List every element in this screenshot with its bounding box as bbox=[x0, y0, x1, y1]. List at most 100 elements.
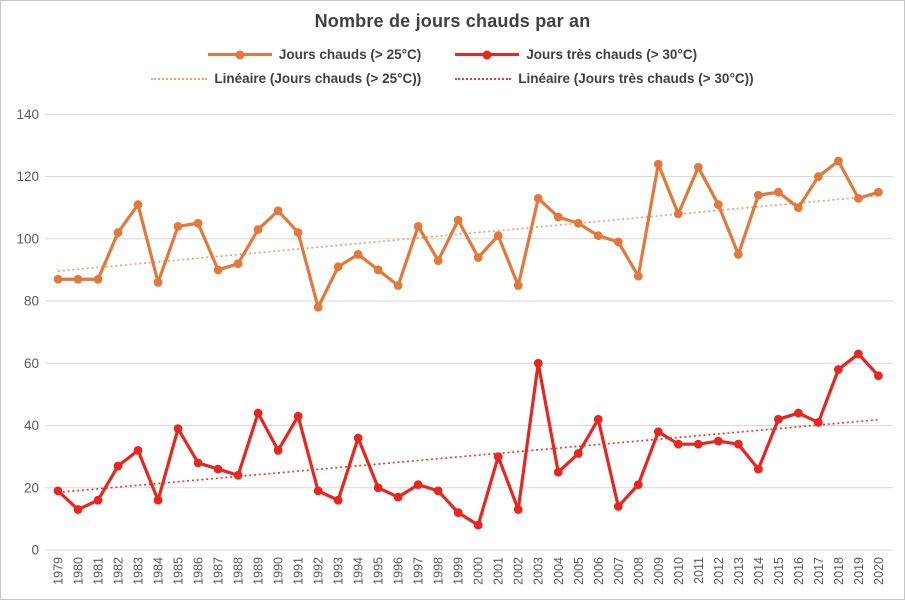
data-point-marker bbox=[153, 495, 163, 505]
data-point-marker bbox=[854, 193, 863, 203]
legend-swatch-red-dotted bbox=[455, 77, 512, 80]
data-point-marker bbox=[333, 262, 343, 272]
x-axis-tick-label: 1990 bbox=[272, 557, 286, 585]
x-axis-tick-label: 2002 bbox=[512, 557, 526, 585]
x-axis-tick-label: 1980 bbox=[72, 557, 86, 585]
x-axis-tick-label: 1993 bbox=[332, 557, 346, 585]
data-point-marker bbox=[493, 452, 503, 462]
data-point-marker bbox=[253, 225, 263, 234]
x-axis-tick-label: 1997 bbox=[412, 557, 426, 585]
data-point-marker bbox=[693, 162, 703, 172]
chart-title: Nombre de jours chauds par an bbox=[314, 11, 591, 31]
data-point-marker bbox=[373, 483, 383, 493]
x-axis-tick-label: 1995 bbox=[372, 557, 386, 585]
data-point-marker bbox=[473, 520, 483, 530]
data-point-marker bbox=[73, 505, 83, 514]
legend-label-jours-chauds: Jours chauds (> 25°C) bbox=[278, 47, 422, 62]
data-point-marker bbox=[433, 486, 443, 496]
x-axis-tick-label: 2003 bbox=[532, 557, 546, 585]
data-point-marker bbox=[593, 231, 603, 241]
data-point-marker bbox=[753, 464, 763, 474]
data-point-marker bbox=[293, 411, 303, 421]
data-point-marker bbox=[733, 249, 743, 259]
legend-swatch-red-line bbox=[455, 50, 520, 59]
data-point-marker bbox=[133, 200, 143, 209]
data-point-marker bbox=[233, 259, 243, 269]
data-point-marker bbox=[713, 200, 723, 209]
data-point-marker bbox=[513, 505, 523, 514]
data-point-marker bbox=[173, 221, 183, 231]
data-point-marker bbox=[833, 365, 843, 374]
x-axis-tick-label: 1984 bbox=[152, 557, 166, 585]
data-point-marker bbox=[753, 190, 763, 200]
data-point-marker bbox=[693, 439, 703, 449]
legend-item-jours-tres-chauds: Jours très chauds (> 30°C) bbox=[455, 47, 697, 62]
data-point-marker bbox=[73, 274, 83, 284]
x-axis-tick-label: 2010 bbox=[672, 557, 686, 585]
data-point-marker bbox=[113, 228, 123, 237]
data-point-marker bbox=[153, 277, 163, 287]
y-axis-tick-label: 20 bbox=[24, 480, 39, 495]
x-axis-tick-label: 1998 bbox=[432, 557, 446, 585]
x-axis-tick-label: 1981 bbox=[92, 557, 106, 585]
data-point-marker bbox=[773, 414, 783, 424]
legend-label-jours-tres-chauds: Jours très chauds (> 30°C) bbox=[526, 47, 698, 62]
x-axis-tick-label: 2011 bbox=[692, 557, 706, 584]
data-point-marker bbox=[193, 218, 203, 228]
data-point-marker bbox=[633, 271, 643, 281]
legend-marker-dot-orange bbox=[235, 50, 245, 59]
data-point-marker bbox=[573, 449, 583, 458]
data-point-marker bbox=[473, 253, 483, 262]
y-axis-tick-label: 80 bbox=[24, 294, 39, 309]
data-point-marker bbox=[273, 446, 283, 455]
data-point-marker bbox=[553, 467, 563, 477]
data-point-marker bbox=[593, 414, 603, 424]
data-point-marker bbox=[653, 427, 663, 437]
x-axis-tick-label: 1987 bbox=[212, 557, 226, 585]
data-point-marker bbox=[493, 231, 503, 241]
data-point-marker bbox=[613, 502, 623, 511]
data-point-marker bbox=[854, 349, 863, 359]
data-point-marker bbox=[633, 480, 643, 490]
data-point-marker bbox=[293, 228, 303, 237]
data-point-marker bbox=[313, 486, 323, 496]
x-axis-tick-label: 2017 bbox=[812, 557, 826, 585]
trendline bbox=[57, 194, 879, 272]
x-axis-tick-label: 1989 bbox=[252, 557, 266, 585]
series-line bbox=[56, 352, 881, 527]
x-axis-tick-label: 1992 bbox=[312, 557, 326, 585]
data-point-marker bbox=[93, 274, 103, 284]
x-axis-tick-label: 2005 bbox=[572, 557, 586, 585]
legend-label-lineaire-chauds: Linéaire (Jours chauds (> 25°C)) bbox=[214, 71, 422, 86]
data-point-marker bbox=[673, 209, 683, 219]
x-axis-tick-label: 1996 bbox=[392, 557, 406, 585]
data-point-marker bbox=[453, 508, 463, 518]
x-axis-tick-label: 2009 bbox=[652, 557, 666, 585]
data-point-marker bbox=[553, 212, 563, 222]
data-point-marker bbox=[713, 436, 723, 446]
data-point-marker bbox=[793, 203, 803, 213]
legend-marker-dot-red bbox=[482, 50, 492, 59]
data-point-marker bbox=[413, 480, 423, 490]
data-point-marker bbox=[213, 464, 223, 474]
data-point-marker bbox=[513, 281, 523, 290]
legend-row-series: Jours chauds (> 25°C) Jours très chauds … bbox=[207, 47, 697, 62]
legend: Jours chauds (> 25°C) Jours très chauds … bbox=[1, 47, 904, 86]
data-point-marker bbox=[673, 439, 683, 449]
data-point-marker bbox=[173, 424, 183, 434]
data-point-marker bbox=[353, 249, 363, 259]
data-point-marker bbox=[113, 461, 123, 471]
data-point-marker bbox=[133, 446, 143, 455]
data-point-marker bbox=[874, 371, 883, 381]
data-point-marker bbox=[413, 221, 423, 231]
x-axis-tick-label: 1986 bbox=[192, 557, 206, 585]
data-point-marker bbox=[373, 265, 383, 275]
data-point-marker bbox=[874, 187, 883, 197]
x-axis-tick-label: 1994 bbox=[352, 557, 366, 585]
data-point-marker bbox=[193, 458, 203, 468]
x-axis-tick-label: 2008 bbox=[632, 557, 646, 585]
data-point-marker bbox=[833, 156, 843, 166]
data-point-marker bbox=[53, 274, 63, 284]
